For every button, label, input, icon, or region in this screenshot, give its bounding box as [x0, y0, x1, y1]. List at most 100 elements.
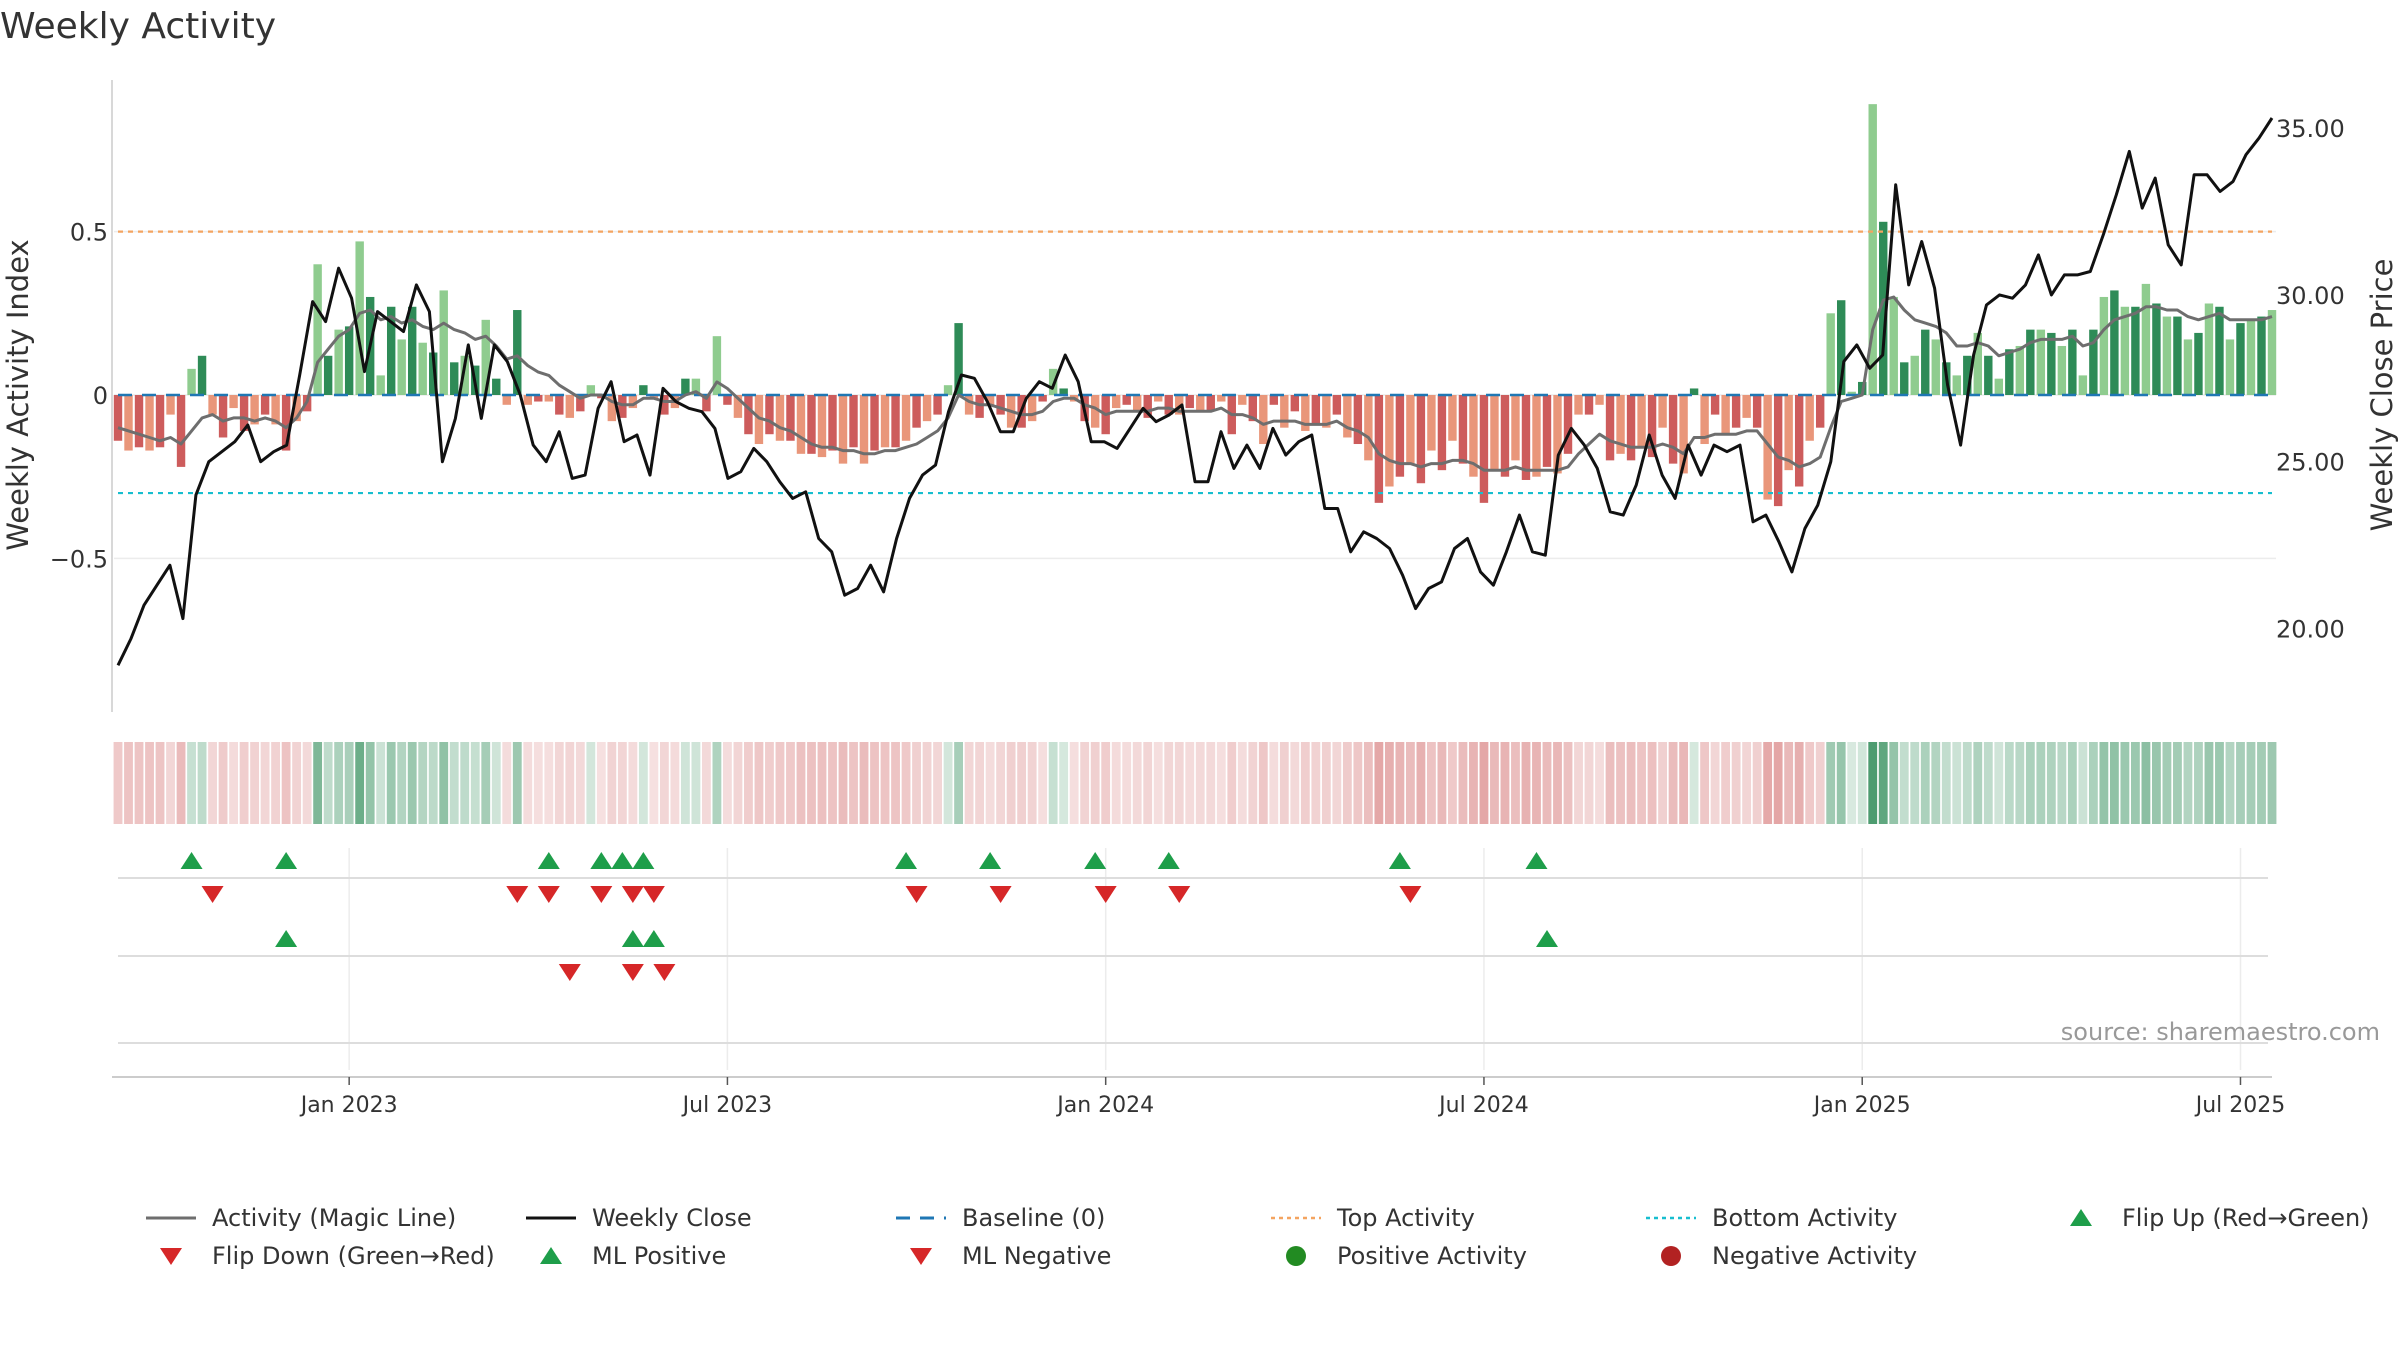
heat-cell — [786, 742, 795, 824]
flip-down-marker — [1399, 886, 1422, 903]
activity-bar — [1122, 395, 1131, 405]
heat-cell — [712, 742, 722, 824]
heat-cell — [1563, 742, 1573, 824]
activity-bar — [1479, 395, 1489, 503]
heat-cell — [176, 742, 186, 824]
legend-symbol-ml-negative — [910, 1248, 932, 1265]
activity-bar — [649, 395, 659, 399]
ml-negative-marker — [558, 964, 581, 981]
heat-cell — [2173, 742, 2182, 824]
heat-cell — [628, 742, 638, 824]
heat-cell — [1469, 742, 1478, 824]
heat-cell — [723, 742, 732, 824]
heat-cell — [2141, 742, 2151, 824]
series-lines — [116, 117, 2274, 666]
activity-bar — [2204, 303, 2214, 395]
x-tick-label: Jan 2025 — [1812, 1093, 1911, 1118]
legend-item-top-activity: Top Activity — [1265, 1200, 1475, 1236]
activity-bar — [1815, 395, 1825, 428]
heat-cell — [2152, 742, 2161, 824]
source-label: source: sharemaestro.com — [2061, 1018, 2380, 1046]
heat-cell — [281, 742, 291, 824]
activity-bar — [765, 395, 774, 435]
activity-bar — [260, 395, 270, 415]
activity-bar — [1469, 395, 1478, 477]
heat-cell — [260, 742, 270, 824]
legend-symbol-flip-up — [2070, 1209, 2092, 1226]
heat-cell — [1752, 742, 1762, 824]
heat-cell — [1206, 742, 1216, 824]
heat-cell — [1574, 742, 1583, 824]
activity-bar — [1217, 395, 1226, 402]
x-tick-label: Jan 2024 — [1055, 1093, 1154, 1118]
activity-bar — [943, 385, 953, 395]
heat-cell — [1479, 742, 1489, 824]
heat-cell — [1153, 742, 1163, 824]
flip-up-marker — [979, 852, 1002, 869]
heat-cell — [1679, 742, 1689, 824]
activity-bar — [964, 395, 974, 415]
activity-bar — [2089, 329, 2098, 395]
legend-symbol-bottom-activity — [1646, 1216, 1696, 1220]
heat-cell — [985, 742, 995, 824]
activity-bar — [681, 378, 690, 395]
flip-up-marker — [1525, 852, 1548, 869]
legend-label: Baseline (0) — [962, 1204, 1106, 1232]
heat-cell — [302, 742, 312, 824]
heat-cell — [2088, 742, 2098, 824]
heat-cell — [964, 742, 974, 824]
legend-label: ML Positive — [592, 1242, 727, 1270]
heat-cell — [1584, 742, 1594, 824]
heat-cell — [2183, 742, 2193, 824]
heat-cell — [502, 742, 512, 824]
activity-bar — [1910, 355, 1919, 395]
legend-symbol-baseline — [896, 1216, 946, 1220]
heat-cell — [418, 742, 428, 824]
activity-bar — [218, 395, 228, 438]
heat-cell — [250, 742, 260, 824]
heat-cell — [1542, 742, 1552, 824]
activity-bar — [1679, 395, 1688, 474]
activity-bar — [2026, 329, 2035, 395]
activity-bar — [1259, 395, 1268, 445]
heat-cell — [2120, 742, 2130, 824]
heat-cell — [470, 742, 480, 824]
activity-bar — [2141, 283, 2151, 395]
heat-cell — [544, 742, 554, 824]
activity-bar — [376, 375, 385, 395]
heat-cell — [575, 742, 585, 824]
heat-cell — [2130, 742, 2140, 824]
activity-bar — [1511, 395, 1520, 461]
heat-cell — [754, 742, 764, 824]
activity-bar — [145, 395, 154, 451]
heat-cell — [1710, 742, 1720, 824]
heat-cell — [134, 742, 144, 824]
activity-bar — [1763, 395, 1772, 500]
heat-cell — [1038, 742, 1048, 824]
activity-bar — [1773, 395, 1783, 507]
activity-bar — [1900, 362, 1909, 395]
activity-bar — [628, 395, 638, 409]
activity-bar — [2120, 306, 2130, 395]
heat-cell — [512, 742, 522, 824]
flip-up-marker — [1084, 852, 1107, 869]
activity-bar — [954, 323, 963, 395]
ml-negative-marker — [653, 964, 676, 981]
activity-bar — [1090, 395, 1100, 428]
activity-bar — [754, 395, 764, 445]
heat-cell — [1132, 742, 1142, 824]
heat-cell — [586, 742, 596, 824]
activity-bar — [891, 395, 900, 448]
x-tick-label: Jul 2025 — [2194, 1093, 2286, 1118]
flip-down-marker — [506, 886, 529, 903]
activity-bar — [2162, 316, 2172, 395]
heat-cell — [691, 742, 701, 824]
activity-bar — [1437, 395, 1447, 471]
flip-down-marker — [1094, 886, 1117, 903]
heat-cell — [1185, 742, 1195, 824]
heat-cell — [1143, 742, 1153, 824]
activity-bar — [2215, 306, 2224, 395]
heat-cell — [1353, 742, 1363, 824]
activity-bar — [1616, 395, 1625, 454]
activity-bar — [1637, 395, 1646, 448]
